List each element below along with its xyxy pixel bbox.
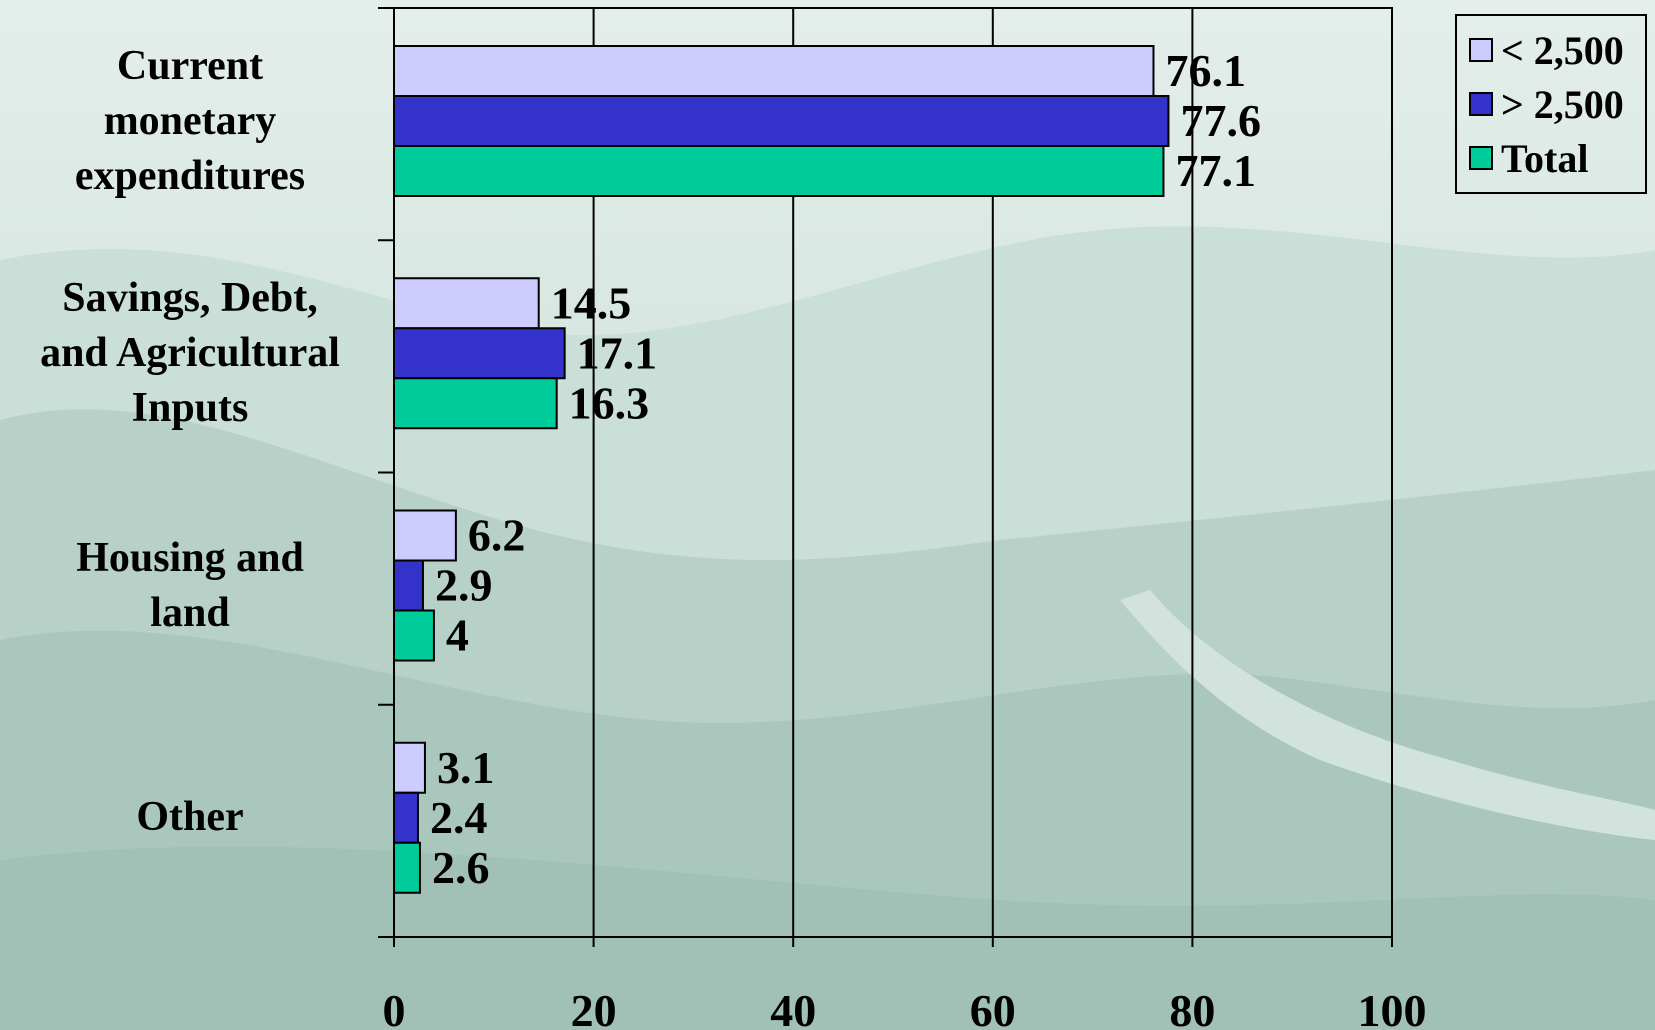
category-label-line: Housing and bbox=[76, 534, 304, 581]
category-label-line: land bbox=[150, 589, 230, 636]
bar bbox=[393, 45, 1155, 97]
bar-value-label: 17.1 bbox=[577, 327, 658, 378]
legend-swatch-under-2500 bbox=[1469, 38, 1493, 62]
bar-value-label: 6.2 bbox=[468, 510, 525, 561]
category-label-line: monetary bbox=[103, 97, 277, 144]
legend-label: < 2,500 bbox=[1501, 27, 1624, 73]
legend-label: Total bbox=[1501, 135, 1589, 181]
category-label: Housing and land bbox=[20, 531, 360, 641]
category-label: Savings, Debt, and Agricultural Inputs bbox=[20, 271, 360, 436]
legend-item-over-2500: > 2,500 bbox=[1469, 82, 1624, 127]
bar-value-label: 2.9 bbox=[435, 560, 493, 611]
bar-value-label: 77.6 bbox=[1180, 95, 1261, 146]
bar bbox=[393, 741, 426, 794]
legend-label: > 2,500 bbox=[1501, 81, 1624, 127]
legend-swatch-total bbox=[1469, 146, 1493, 170]
bar bbox=[393, 791, 419, 844]
legend-item-total: Total bbox=[1469, 136, 1588, 181]
x-tick-label: 80 bbox=[1169, 985, 1215, 1030]
bar-value-label: 2.6 bbox=[432, 842, 490, 893]
legend-swatch-over-2500 bbox=[1469, 92, 1493, 116]
category-label: Current monetary expenditures bbox=[20, 39, 360, 204]
category-label-line: and Agricultural bbox=[40, 329, 340, 376]
bar-value-label: 14.5 bbox=[551, 277, 632, 328]
bar bbox=[393, 509, 457, 562]
data-labels: 76.1 14.5 6.2 3.1 77.6 17.1 2.9 2.4 77.1 16.3 4 2.6 bbox=[430, 45, 1261, 893]
bar bbox=[393, 609, 435, 662]
bar bbox=[393, 277, 540, 330]
x-tick-label: 40 bbox=[770, 985, 816, 1030]
bar bbox=[393, 95, 1170, 147]
x-tick-labels: 0 20 40 60 80 100 bbox=[383, 985, 1427, 1030]
category-label-line: Savings, Debt, bbox=[62, 274, 318, 321]
bar-value-label: 2.4 bbox=[430, 792, 488, 843]
category-label: Other bbox=[20, 790, 360, 845]
bar-value-label: 3.1 bbox=[437, 742, 495, 793]
bar-value-label: 16.3 bbox=[569, 377, 650, 428]
category-label-line: expenditures bbox=[74, 152, 306, 199]
x-tick-label: 60 bbox=[970, 985, 1016, 1030]
bar bbox=[393, 841, 421, 894]
bar-value-label: 77.1 bbox=[1175, 145, 1256, 196]
category-label-line: Current bbox=[116, 42, 264, 89]
category-label-line: Other bbox=[136, 794, 244, 841]
bar bbox=[393, 377, 558, 430]
axes bbox=[378, 7, 1393, 947]
category-label-line: Inputs bbox=[131, 384, 249, 431]
x-tick-label: 0 bbox=[383, 985, 406, 1030]
bar-value-label: 76.1 bbox=[1165, 45, 1246, 96]
bar bbox=[393, 559, 424, 612]
bars bbox=[393, 45, 1170, 894]
bar bbox=[393, 327, 566, 380]
x-tick-label: 100 bbox=[1358, 985, 1427, 1030]
legend-item-under-2500: < 2,500 bbox=[1469, 28, 1624, 73]
bar-value-label: 4 bbox=[446, 610, 469, 661]
bar bbox=[393, 145, 1165, 197]
legend: < 2,500 > 2,500 Total bbox=[1455, 14, 1647, 194]
x-tick-label: 20 bbox=[571, 985, 617, 1030]
